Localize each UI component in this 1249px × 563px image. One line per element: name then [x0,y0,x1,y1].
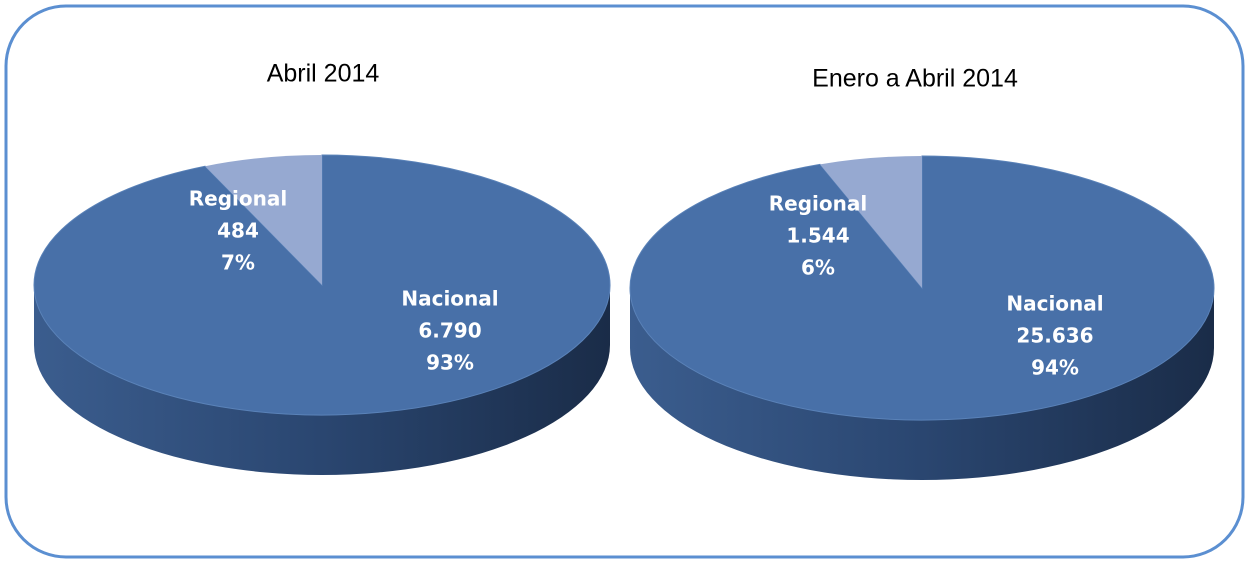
slice-label-value: 25.636 [1016,324,1093,348]
slice-label-value: 484 [217,219,259,243]
slice-label-name: Nacional [401,287,498,311]
pie-side [34,285,610,475]
slice-label-value: 6.790 [418,319,481,343]
slice-label-percent: 93% [426,351,474,375]
slice-label-value: 1.544 [786,224,849,248]
slice-label-percent: 94% [1031,356,1079,380]
chart-title: Abril 2014 [267,60,380,88]
pie-slice [819,156,922,288]
slice-label-percent: 7% [221,251,255,275]
pie-side [630,288,1214,480]
slice-label-name: Regional [769,192,867,216]
slice-label-name: Nacional [1006,292,1103,316]
slice-label-name: Regional [189,187,287,211]
chart-title: Enero a Abril 2014 [812,65,1018,93]
slice-label-percent: 6% [801,256,835,280]
pie-slice [33,154,611,416]
pie-slice [629,155,1215,421]
pie-slice [205,155,322,285]
